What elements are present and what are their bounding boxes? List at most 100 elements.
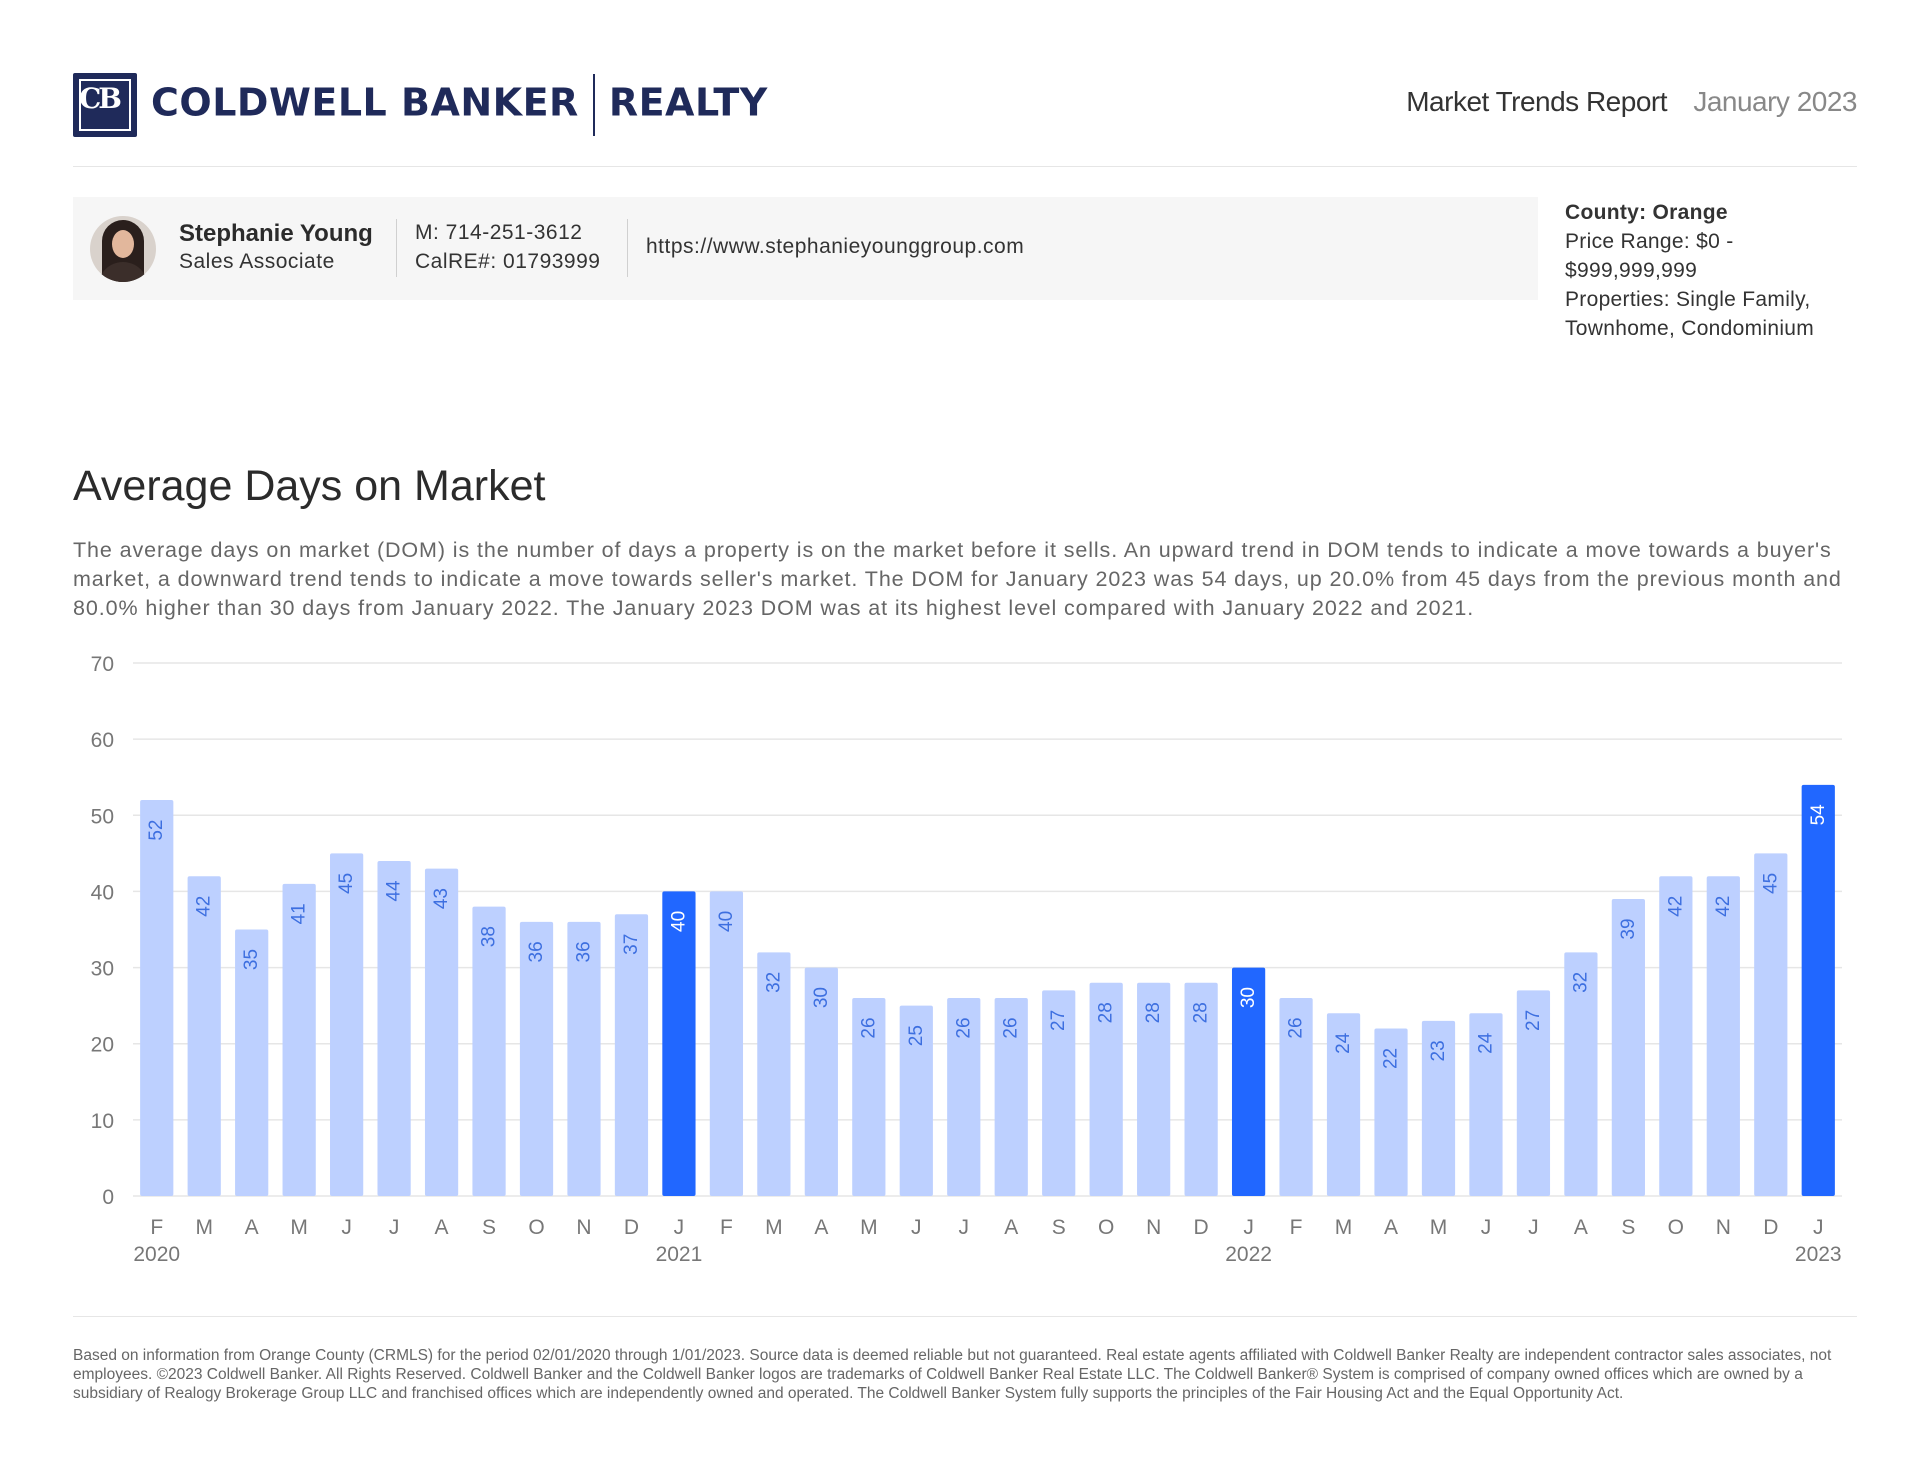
y-tick-label: 30: [91, 958, 114, 981]
data-label: 35: [241, 949, 262, 970]
bar: [947, 998, 981, 1196]
x-tick-label: J: [1528, 1216, 1539, 1239]
data-label: 28: [1191, 1002, 1212, 1023]
x-tick-label: A: [1574, 1216, 1588, 1239]
year-label: 2020: [133, 1243, 180, 1266]
x-tick-label: M: [1430, 1216, 1448, 1239]
bar: [1042, 990, 1076, 1196]
x-tick-label: D: [1194, 1216, 1209, 1239]
x-tick-label: N: [1146, 1216, 1161, 1239]
y-tick-label: 20: [91, 1034, 114, 1057]
avatar: [90, 216, 156, 282]
report-date: January 2023: [1693, 86, 1857, 117]
bar: [235, 929, 269, 1196]
bar: [804, 967, 838, 1196]
data-label: 43: [431, 888, 452, 909]
agent-divider: [627, 219, 628, 277]
data-label: 32: [1570, 972, 1591, 993]
x-tick-label: A: [245, 1216, 259, 1239]
x-tick-label: J: [1481, 1216, 1492, 1239]
x-tick-label: M: [290, 1216, 308, 1239]
data-label: 42: [194, 896, 215, 917]
agent-divider: [396, 219, 397, 277]
year-label: 2023: [1795, 1243, 1842, 1266]
data-label: 28: [1143, 1002, 1164, 1023]
bar: [757, 952, 791, 1196]
bar: [1231, 967, 1266, 1196]
agent-card: Stephanie Young Sales Associate M: 714-2…: [73, 197, 1538, 300]
data-label: 54: [1808, 804, 1829, 826]
x-tick-label: J: [1813, 1216, 1824, 1239]
bar: [282, 883, 316, 1196]
footer-disclaimer: Based on information from Orange County …: [73, 1347, 1832, 1402]
bar: [899, 1005, 933, 1196]
bar: [1706, 876, 1740, 1196]
y-tick-label: 60: [91, 729, 114, 752]
data-label: 52: [146, 819, 167, 840]
bar: [472, 906, 506, 1196]
x-tick-label: S: [1052, 1216, 1066, 1239]
agent-role: Sales Associate: [179, 250, 335, 273]
x-tick-label: D: [624, 1216, 639, 1239]
data-label: 22: [1381, 1048, 1402, 1069]
x-tick-label: O: [528, 1216, 544, 1239]
data-label: 42: [1713, 896, 1734, 917]
y-tick-label: 0: [102, 1186, 114, 1209]
x-tick-label: M: [860, 1216, 878, 1239]
y-tick-label: 50: [91, 805, 114, 828]
data-label: 40: [668, 911, 689, 932]
bar: [187, 876, 221, 1196]
data-label: 27: [1523, 1010, 1544, 1031]
x-tick-label: J: [911, 1216, 922, 1239]
data-label: 24: [1475, 1032, 1496, 1054]
bar: [519, 921, 554, 1196]
bar: [1279, 998, 1313, 1196]
data-label: 30: [1238, 987, 1259, 1008]
y-tick-label: 10: [91, 1110, 114, 1133]
bar: [1089, 982, 1123, 1196]
x-tick-label: N: [576, 1216, 591, 1239]
bar: [1801, 784, 1835, 1196]
data-label: 41: [289, 903, 310, 924]
bar: [709, 891, 744, 1196]
x-tick-label: O: [1668, 1216, 1684, 1239]
data-label: 26: [858, 1017, 879, 1038]
bar: [1184, 982, 1218, 1196]
x-tick-label: F: [720, 1216, 733, 1239]
x-tick-label: J: [341, 1216, 352, 1239]
data-label: 26: [1286, 1017, 1307, 1038]
agent-phone[interactable]: M: 714-251-3612: [415, 221, 583, 244]
coldwell-banker-logo[interactable]: CB COLDWELL BANKER REALTY: [73, 72, 768, 138]
x-tick-label: J: [959, 1216, 970, 1239]
year-label: 2021: [656, 1243, 703, 1266]
header-divider: [73, 166, 1857, 167]
agent-name: Stephanie Young: [179, 220, 373, 247]
footer-divider: [73, 1316, 1857, 1317]
data-label: 24: [1333, 1032, 1354, 1054]
bar: [377, 860, 411, 1196]
data-label: 37: [621, 934, 642, 955]
section-title: Average Days on Market: [73, 462, 546, 510]
x-tick-label: O: [1098, 1216, 1114, 1239]
bar: [1326, 1013, 1361, 1196]
days-on-market-chart: 0 10 20 30 40 50 60 70 52 F 42 M 35 A 41 M 45 J 44 J 43 A 38 S 3…: [91, 653, 1842, 1266]
agent-website-link[interactable]: https://www.stephanieyounggroup.com: [646, 235, 1025, 258]
bar: [662, 891, 696, 1196]
data-label: 36: [573, 941, 594, 962]
data-label: 45: [336, 873, 357, 894]
data-label: 42: [1665, 896, 1686, 917]
logo-wordmark: COLDWELL BANKER REALTY: [151, 74, 768, 136]
data-label: 30: [811, 987, 832, 1008]
bar: [1659, 876, 1693, 1196]
x-tick-label: A: [1004, 1216, 1018, 1239]
section-description: The average days on market (DOM) is the …: [73, 538, 1842, 620]
x-tick-label: A: [1384, 1216, 1398, 1239]
data-label: 39: [1618, 918, 1639, 939]
data-label: 32: [763, 972, 784, 993]
x-tick-label: J: [389, 1216, 400, 1239]
bar: [140, 800, 174, 1196]
bar: [1611, 899, 1645, 1196]
report-filters: County: Orange Price Range: $0 - $999,99…: [1565, 198, 1865, 343]
report-title: Market Trends Report: [1406, 86, 1667, 117]
x-tick-label: F: [150, 1216, 163, 1239]
